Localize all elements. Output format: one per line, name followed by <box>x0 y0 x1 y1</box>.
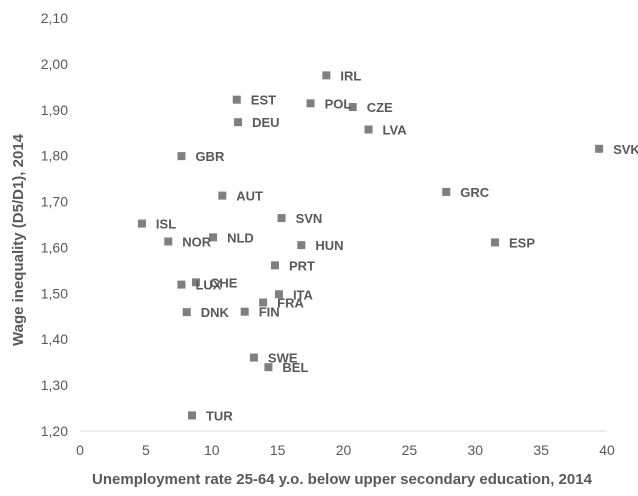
point-label-svn: SVN <box>296 211 323 226</box>
x-tick-label: 20 <box>336 442 352 458</box>
point-label-grc: GRC <box>460 185 490 200</box>
point-swe <box>249 353 258 362</box>
data-points <box>137 71 604 420</box>
point-label-swe: SWE <box>268 351 298 366</box>
point-label-nor: NOR <box>182 234 212 249</box>
point-label-est: EST <box>251 93 276 108</box>
x-tick-label: 35 <box>533 442 549 458</box>
x-axis-ticks: 0 5 10 15 20 25 30 35 40 <box>76 442 615 458</box>
point-label-prt: PRT <box>289 258 315 273</box>
point-fin <box>240 307 249 316</box>
point-label-deu: DEU <box>252 115 279 130</box>
point-label-svk: SVK <box>613 142 638 157</box>
point-deu <box>234 118 243 127</box>
point-lva <box>364 125 373 134</box>
point-label-lux: LUX <box>195 278 221 293</box>
y-tick-label: 2,00 <box>41 56 68 72</box>
point-nor <box>164 237 173 246</box>
point-est <box>232 95 241 104</box>
point-pol <box>306 99 315 108</box>
point-label-bel: BEL <box>282 360 308 375</box>
x-tick-label: 0 <box>76 442 84 458</box>
point-label-lva: LVA <box>383 123 408 138</box>
point-svk <box>595 144 604 153</box>
point-label-pol: POL <box>325 96 352 111</box>
point-gbr <box>177 152 186 161</box>
y-tick-label: 1,50 <box>41 285 68 301</box>
point-cze <box>348 103 357 112</box>
point-grc <box>442 187 451 196</box>
point-label-gbr: GBR <box>195 149 225 164</box>
y-tick-label: 1,70 <box>41 194 68 210</box>
x-tick-label: 5 <box>142 442 150 458</box>
y-tick-label: 1,80 <box>41 148 68 164</box>
point-prt <box>270 261 279 270</box>
point-label-hun: HUN <box>315 238 343 253</box>
y-tick-label: 1,30 <box>41 377 68 393</box>
x-tick-label: 10 <box>204 442 220 458</box>
point-label-che: CHE <box>210 275 238 290</box>
y-tick-label: 1,40 <box>41 331 68 347</box>
point-label-aut: AUT <box>236 189 263 204</box>
x-axis-title: Unemployment rate 25-64 y.o. below upper… <box>92 471 593 488</box>
x-tick-label: 15 <box>270 442 286 458</box>
y-axis-ticks: 1,20 1,30 1,40 1,50 1,60 1,70 1,80 1,90 2,00 2,10 <box>41 10 68 439</box>
point-esp <box>491 238 500 247</box>
point-label-isl: ISL <box>156 217 176 232</box>
point-isl <box>137 219 146 228</box>
point-label-fin: FIN <box>259 305 280 320</box>
point-nld <box>209 233 218 242</box>
point-label-fra: FRA <box>277 296 304 311</box>
point-label-esp: ESP <box>509 235 535 250</box>
point-hun <box>297 241 306 250</box>
y-tick-label: 1,60 <box>41 239 68 255</box>
point-che <box>191 278 200 287</box>
point-labels: IRL EST POL CZE DEU LVA SVK GBR GRC AUT SVN ISL NLD N… <box>156 68 638 423</box>
point-label-irl: IRL <box>340 68 361 83</box>
point-dnk <box>182 308 191 317</box>
y-tick-label: 1,90 <box>41 102 68 118</box>
y-axis-title: Wage inequality (D5/D1), 2014 <box>10 133 27 346</box>
point-label-nld: NLD <box>227 230 254 245</box>
point-label-dnk: DNK <box>201 305 230 320</box>
y-tick-label: 2,10 <box>41 10 68 26</box>
point-bel <box>264 363 273 372</box>
point-fra <box>259 298 268 307</box>
point-aut <box>218 191 227 200</box>
point-svn <box>277 214 286 223</box>
point-lux <box>177 280 186 289</box>
x-tick-label: 40 <box>599 442 615 458</box>
point-label-cze: CZE <box>367 100 393 115</box>
point-label-ita: ITA <box>293 287 314 302</box>
point-ita <box>274 290 283 299</box>
point-tur <box>187 411 196 420</box>
point-label-tur: TUR <box>206 408 233 423</box>
x-tick-label: 30 <box>467 442 483 458</box>
y-tick-label: 1,20 <box>41 423 68 439</box>
point-irl <box>322 71 331 80</box>
x-tick-label: 25 <box>402 442 418 458</box>
